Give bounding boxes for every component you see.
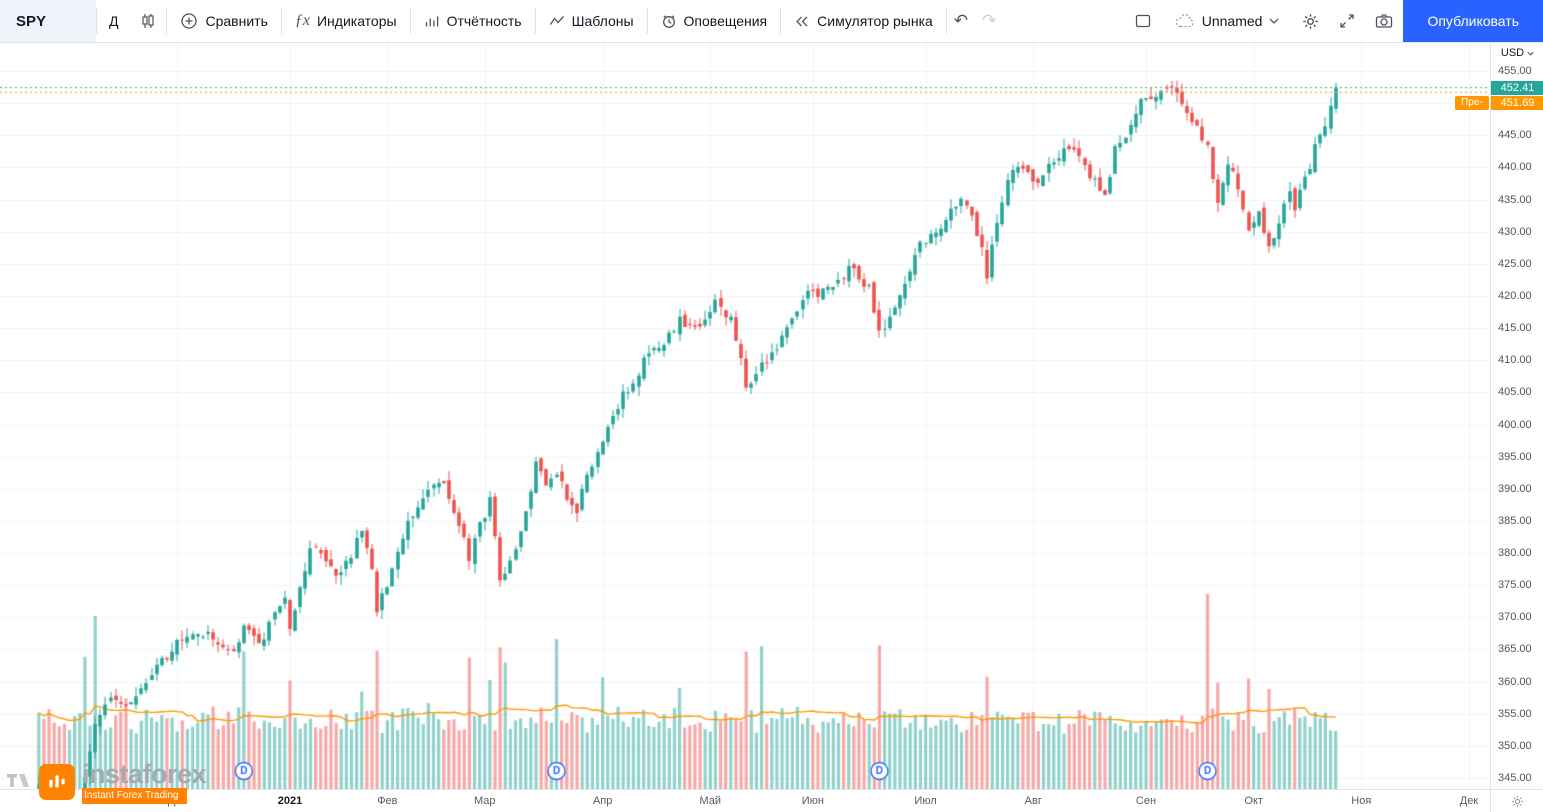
price-tick-label: 425.00 bbox=[1498, 257, 1532, 270]
last-price-badge: 452.41 bbox=[1491, 80, 1543, 95]
time-axis-month-label: Окт bbox=[1244, 795, 1263, 807]
alarm-clock-icon bbox=[661, 13, 677, 29]
time-axis-month-label: Ноя bbox=[1351, 795, 1372, 807]
chart-settings-button[interactable] bbox=[1292, 0, 1329, 42]
symbol-button[interactable]: SPY bbox=[0, 0, 96, 42]
time-axis-month-label: Апр bbox=[592, 795, 613, 807]
layout-icon bbox=[1134, 13, 1152, 29]
indicators-label: Индикаторы bbox=[316, 13, 397, 29]
top-toolbar: SPY Д Сравнить ƒx Индикаторы Отчётность … bbox=[0, 0, 1543, 43]
toolbar-separator bbox=[646, 8, 648, 34]
time-axis-month-label: Июн bbox=[801, 795, 824, 807]
price-axis[interactable]: USD 455.00450.00445.00440.00435.00430.00… bbox=[1490, 42, 1543, 789]
chart-type-button[interactable] bbox=[130, 0, 166, 42]
price-tick-label: 445.00 bbox=[1498, 129, 1532, 142]
interval-label: Д bbox=[109, 13, 119, 29]
price-tick-label: 375.00 bbox=[1498, 579, 1532, 592]
fullscreen-button[interactable] bbox=[1329, 0, 1365, 42]
cloud-icon bbox=[1175, 14, 1195, 28]
toolbar-separator bbox=[945, 8, 947, 34]
price-tick-label: 370.00 bbox=[1498, 611, 1532, 624]
symbol-label: SPY bbox=[16, 12, 47, 30]
compare-plus-icon bbox=[180, 12, 198, 30]
indicators-button[interactable]: ƒx Индикаторы bbox=[282, 0, 410, 42]
price-tick-label: 400.00 bbox=[1498, 418, 1532, 431]
bar-chart-icon bbox=[424, 13, 440, 29]
toolbar-separator bbox=[166, 8, 168, 34]
time-axis-settings-button[interactable] bbox=[1490, 789, 1543, 812]
rewind-icon bbox=[794, 14, 810, 29]
time-axis[interactable]: Дек2021ФевМарАпрМайИюнИюлАвгСенОктНояДек bbox=[0, 789, 1490, 812]
save-layout-button[interactable]: Unnamed bbox=[1162, 0, 1293, 42]
publish-button[interactable]: Опубликовать bbox=[1403, 0, 1543, 42]
fx-icon: ƒx bbox=[294, 12, 310, 29]
brand-name: instaforex bbox=[82, 759, 207, 789]
price-tick-label: 380.00 bbox=[1498, 547, 1532, 560]
compare-label: Сравнить bbox=[205, 13, 268, 29]
time-axis-month-label: Июл bbox=[914, 795, 937, 807]
time-axis-month-label: Май bbox=[699, 795, 722, 807]
toolbar-separator bbox=[780, 8, 782, 34]
price-tick-label: 455.00 bbox=[1498, 65, 1532, 77]
price-tick-label: 350.00 bbox=[1498, 739, 1532, 752]
currency-label: USD bbox=[1500, 47, 1525, 59]
toolbar-separator bbox=[280, 8, 282, 34]
layout-name-label: Unnamed bbox=[1201, 13, 1263, 29]
fullscreen-icon bbox=[1339, 13, 1355, 29]
instaforex-watermark: instaforex Instant Forex Trading bbox=[6, 759, 207, 804]
replay-label: Симулятор рынка bbox=[817, 13, 933, 29]
currency-selector[interactable]: USD bbox=[1491, 47, 1543, 59]
tradingview-logo-icon bbox=[6, 772, 32, 789]
templates-button[interactable]: Шаблоны bbox=[536, 0, 647, 42]
gear-icon bbox=[1511, 795, 1524, 808]
price-tick-label: 440.00 bbox=[1498, 161, 1532, 174]
price-tick-label: 415.00 bbox=[1498, 322, 1532, 335]
alerts-button[interactable]: Оповещения bbox=[648, 0, 781, 42]
price-tick-label: 430.00 bbox=[1498, 225, 1532, 238]
price-tick-label: 385.00 bbox=[1498, 514, 1532, 527]
time-axis-month-label: Авг bbox=[1024, 795, 1042, 807]
chevron-down-icon bbox=[1269, 18, 1279, 24]
earnings-label: Отчётность bbox=[446, 13, 522, 29]
redo-icon[interactable]: ↷ bbox=[982, 11, 997, 30]
toolbar-separator bbox=[96, 8, 97, 34]
price-tick-label: 360.00 bbox=[1498, 675, 1532, 688]
toolbar-separator bbox=[409, 8, 411, 34]
premarket-tag: Пре- bbox=[1455, 95, 1489, 110]
snapshot-button[interactable] bbox=[1365, 0, 1403, 42]
earnings-button[interactable]: Отчётность bbox=[411, 0, 535, 42]
gear-icon bbox=[1302, 13, 1319, 30]
price-tick-label: 390.00 bbox=[1498, 482, 1532, 495]
price-tick-label: 420.00 bbox=[1498, 289, 1532, 302]
price-tick-label: 410.00 bbox=[1498, 354, 1532, 367]
instaforex-logo-icon bbox=[39, 764, 75, 800]
brand-tagline: Instant Forex Trading bbox=[82, 788, 187, 804]
interval-button[interactable]: Д bbox=[97, 0, 130, 42]
time-axis-month-label: Дек bbox=[1459, 795, 1479, 807]
price-tick-label: 355.00 bbox=[1498, 707, 1532, 720]
alerts-label: Оповещения bbox=[683, 13, 768, 29]
camera-icon bbox=[1375, 13, 1393, 29]
templates-label: Шаблоны bbox=[571, 13, 634, 29]
price-tick-label: 435.00 bbox=[1498, 193, 1532, 206]
candlestick-icon bbox=[140, 13, 156, 29]
price-tick-label: 365.00 bbox=[1498, 643, 1532, 656]
time-axis-month-label: Фев bbox=[377, 795, 398, 807]
replay-button[interactable]: Симулятор рынка bbox=[781, 0, 946, 42]
compare-button[interactable]: Сравнить bbox=[167, 0, 280, 42]
toolbar-separator bbox=[534, 8, 536, 34]
price-chart-canvas[interactable] bbox=[0, 42, 1490, 789]
zigzag-icon bbox=[549, 13, 565, 29]
chevron-down-icon bbox=[1527, 51, 1534, 56]
price-tick-label: 405.00 bbox=[1498, 386, 1532, 399]
time-axis-month-label: 2021 bbox=[277, 795, 303, 807]
price-tick-label: 345.00 bbox=[1498, 772, 1532, 784]
price-tick-label: 395.00 bbox=[1498, 450, 1532, 463]
time-axis-month-label: Сен bbox=[1135, 795, 1157, 807]
undo-icon[interactable]: ↶ bbox=[953, 11, 969, 30]
time-axis-month-label: Мар bbox=[473, 795, 496, 807]
premarket-price-badge: 451.69 bbox=[1491, 95, 1543, 110]
layout-select-button[interactable] bbox=[1124, 0, 1162, 42]
